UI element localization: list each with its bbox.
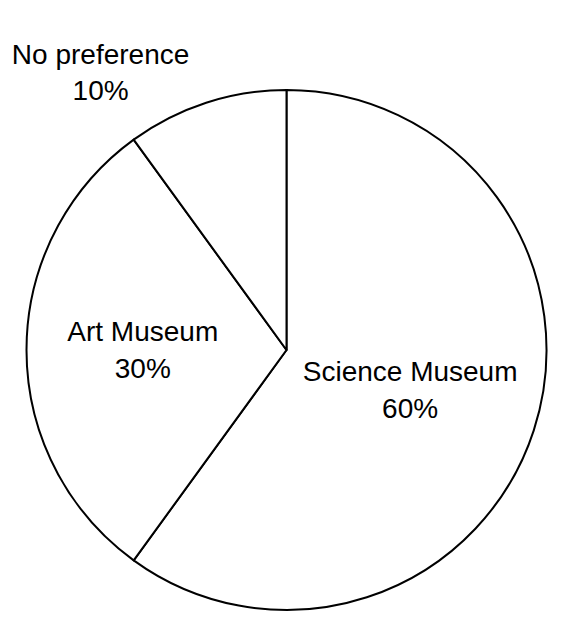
svg-text:Art Museum30%: Art Museum30% bbox=[67, 316, 218, 383]
svg-text:No preference10%: No preference10% bbox=[12, 39, 189, 106]
svg-text:Science Museum60%: Science Museum60% bbox=[303, 356, 518, 423]
